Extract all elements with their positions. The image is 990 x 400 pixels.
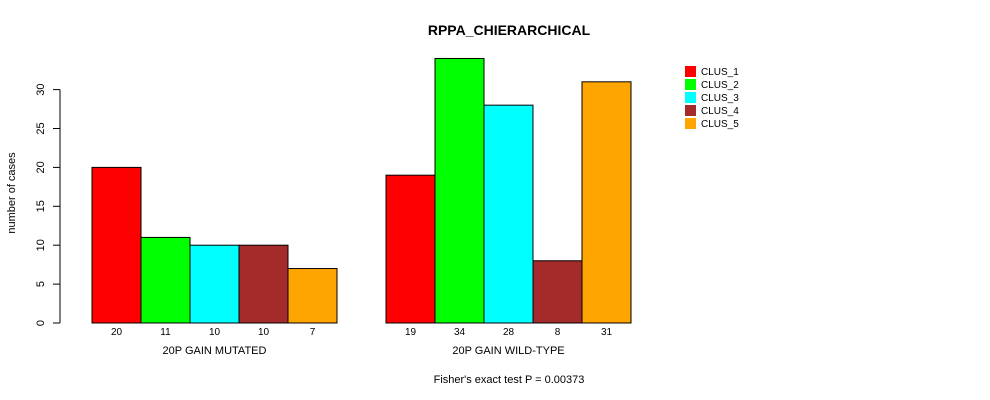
bar-count-label: 19 [405,327,417,338]
bar-count-label: 10 [209,327,221,338]
y-tick-label: 30 [35,83,47,95]
bar-clus-3 [483,104,534,324]
legend-label: CLUS_3 [701,93,739,104]
bar-count-label: 31 [601,327,613,338]
footnote: Fisher's exact test P = 0.00373 [434,374,585,386]
legend: CLUS_1 CLUS_2 CLUS_3 CLUS_4 CLUS_5 [685,66,739,130]
bar-count-label: 34 [454,327,466,338]
legend-label: CLUS_4 [701,106,739,117]
bar-clus-3 [189,244,240,324]
legend-swatch [685,66,696,77]
bars [91,57,632,324]
bar-clus-2 [140,236,191,324]
group-label: 20P GAIN WILD-TYPE [452,345,564,357]
bar-clus-1 [385,174,436,324]
y-axis-label: number of cases [6,152,18,234]
bar-count-label: 8 [555,327,561,338]
group-labels: 20 11 10 10 7 20P GAIN MUTATED 19 34 28 8 31 20P GA… [111,327,613,357]
y-axis: 0 5 10 15 20 25 30 [35,83,61,326]
y-tick-label: 5 [35,281,47,287]
legend-label: CLUS_1 [701,67,739,78]
bar-clus-2 [434,57,485,324]
legend-label: CLUS_5 [701,119,739,130]
bar-count-label: 10 [258,327,270,338]
bar-clus-5 [287,268,338,324]
bar-count-label: 11 [160,327,171,338]
bar-clus-4 [238,244,289,324]
legend-label: CLUS_2 [701,80,739,91]
bar-count-label: 7 [310,327,316,338]
bar-clus-1 [91,166,142,324]
chart-title: RPPA_CHIERARCHICAL [428,22,591,38]
y-tick-label: 0 [35,320,47,326]
bar-count-label: 20 [111,327,123,338]
legend-swatch [685,118,696,129]
bar-clus-5 [581,81,632,324]
y-tick-label: 15 [35,200,47,212]
legend-swatch [685,105,696,116]
legend-swatch [685,92,696,103]
bar-count-label: 28 [503,327,515,338]
group-label: 20P GAIN MUTATED [163,345,267,357]
bar-clus-4 [532,260,583,324]
y-tick-label: 25 [35,122,47,134]
y-tick-label: 20 [35,161,47,173]
legend-swatch [685,79,696,90]
y-tick-label: 10 [35,239,47,251]
